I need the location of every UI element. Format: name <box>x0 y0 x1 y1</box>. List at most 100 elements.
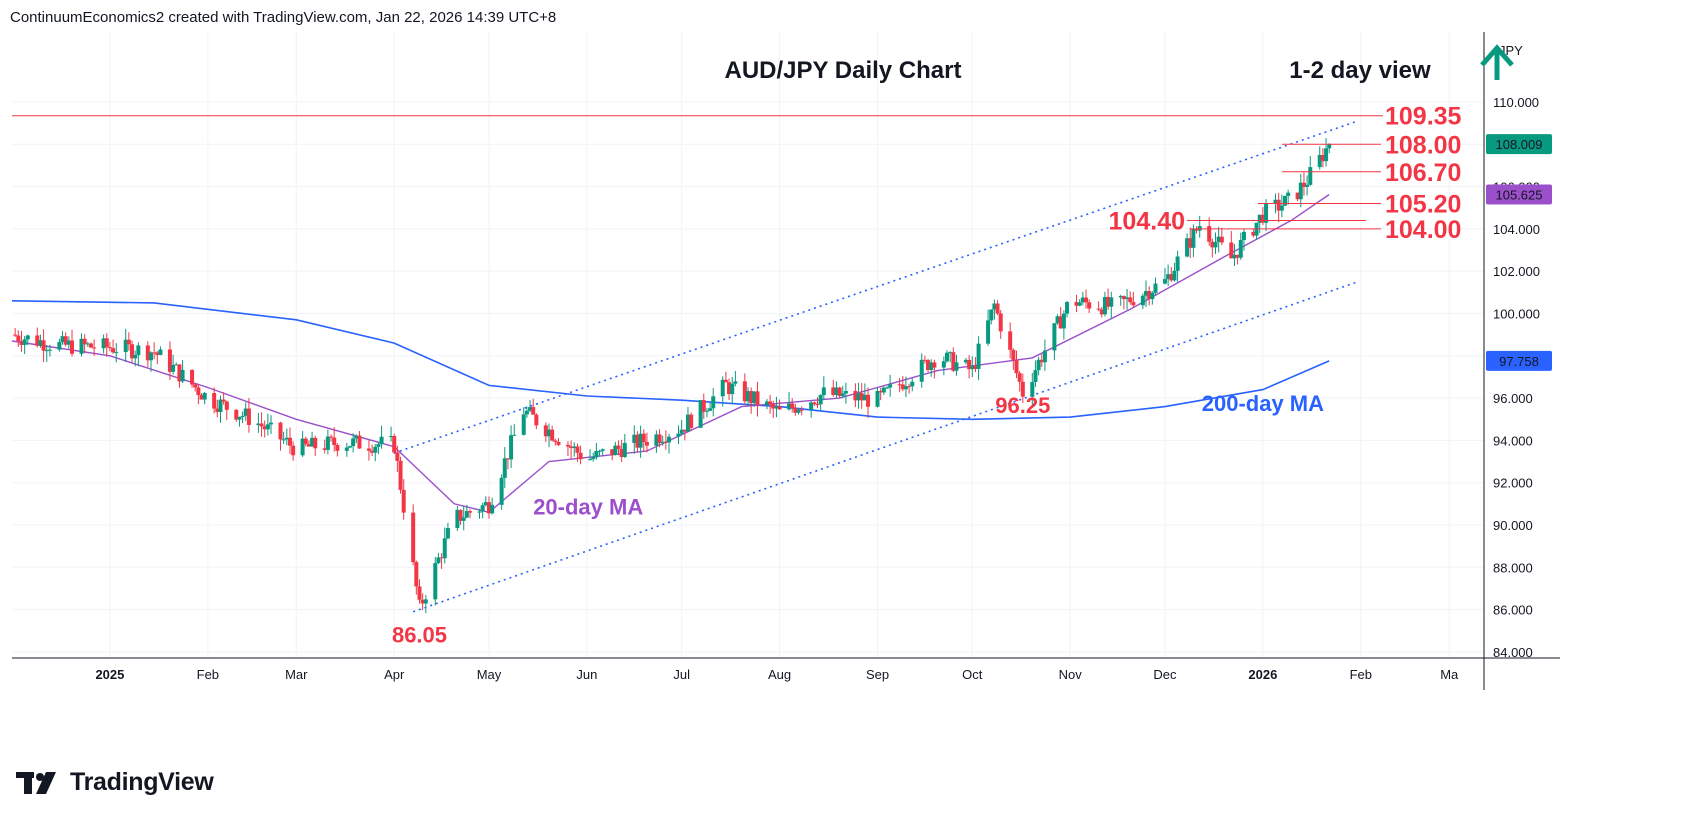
candle-down <box>370 450 375 453</box>
candle-down <box>398 460 403 490</box>
ma200-line <box>11 300 1330 421</box>
candle-up <box>379 436 384 445</box>
candle-down <box>401 489 406 513</box>
candle-up <box>114 352 119 354</box>
candle-down <box>878 391 883 393</box>
candle-down <box>610 449 615 456</box>
candle-up <box>752 391 757 404</box>
candle-up <box>174 364 179 366</box>
candle-down <box>1188 238 1193 248</box>
ma20-line <box>11 193 1330 514</box>
channel-lower-line <box>412 281 1358 613</box>
candle-up <box>136 345 141 356</box>
candle-down <box>1276 199 1281 211</box>
annotation-label: 200-day MA <box>1202 391 1324 416</box>
candle-up <box>22 339 27 345</box>
candle-down <box>1229 242 1234 259</box>
y-tick-label: 110.000 <box>1493 95 1539 110</box>
candle-up <box>433 563 438 600</box>
candle-down <box>531 407 536 415</box>
candle-up <box>347 446 352 448</box>
candle-up <box>483 502 488 506</box>
candle-up <box>1036 359 1041 371</box>
y-tick-label: 88.000 <box>1493 560 1533 575</box>
x-tick-label: Ma <box>1440 667 1459 682</box>
candle-down <box>723 379 728 383</box>
candle-down <box>777 406 782 410</box>
candle-up <box>85 343 90 345</box>
candle-down <box>215 408 220 412</box>
candle-up <box>47 349 52 351</box>
candle-down <box>468 511 473 513</box>
candle-down <box>130 344 135 359</box>
candle-down <box>35 335 40 346</box>
candle-up <box>875 391 880 407</box>
candle-down <box>92 347 97 349</box>
candle-down <box>812 402 817 405</box>
x-tick-label: Sep <box>866 667 889 682</box>
candle-down <box>287 437 292 446</box>
candle-down <box>1058 316 1063 329</box>
candle-down <box>550 429 555 441</box>
candle-up <box>632 434 637 443</box>
x-tick-label: May <box>477 667 502 682</box>
candle-down <box>1011 349 1016 360</box>
candle-down <box>1014 359 1019 374</box>
candle-up <box>1324 148 1329 162</box>
tradingview-logo-icon <box>16 771 56 794</box>
candle-down <box>1083 297 1088 303</box>
candle-down <box>303 438 308 445</box>
candle-down <box>82 338 87 345</box>
candle-up <box>884 387 889 389</box>
candle-up <box>123 339 128 353</box>
candle-down <box>1099 309 1104 315</box>
candle-up <box>796 409 801 413</box>
annotation-label: 86.05 <box>392 623 447 648</box>
candle-up <box>1065 302 1070 314</box>
candle-down <box>900 384 905 390</box>
x-tick-label: Jun <box>576 667 597 682</box>
x-tick-label: Aug <box>768 667 791 682</box>
candle-down <box>221 399 226 402</box>
y-tick-label: 102.000 <box>1493 264 1540 279</box>
candle-up <box>572 446 577 449</box>
candle-down <box>1301 182 1306 187</box>
candle-up <box>1282 195 1287 206</box>
candle-down <box>1017 373 1022 382</box>
candle-up <box>963 359 968 363</box>
candle-down <box>70 340 75 354</box>
candle-down <box>1251 231 1256 236</box>
candle-down <box>88 343 93 348</box>
candle-up <box>941 361 946 368</box>
x-tick-label: Apr <box>384 667 405 682</box>
candle-up <box>57 342 62 350</box>
candle-up <box>269 422 274 425</box>
candle-down <box>357 435 362 449</box>
candle-up <box>840 393 845 397</box>
candle-up <box>704 410 709 412</box>
candle-down <box>1260 214 1265 223</box>
x-tick-label: Jul <box>673 667 690 682</box>
candle-up <box>1162 279 1167 284</box>
candle-up <box>477 511 482 513</box>
candle-up <box>354 435 359 439</box>
candle-up <box>1232 254 1237 259</box>
candle-down <box>107 347 112 349</box>
candle-down <box>619 448 624 458</box>
y-tick-label: 90.000 <box>1493 518 1533 533</box>
candle-up <box>1118 296 1123 298</box>
candle-down <box>790 403 795 409</box>
candle-down <box>329 436 334 438</box>
candle-up <box>1172 270 1177 281</box>
candle-up <box>1257 214 1262 223</box>
candle-down <box>1096 308 1101 310</box>
price-badge <box>1486 134 1552 155</box>
tradingview-brand: TradingView <box>70 768 214 796</box>
tradingview-logo[interactable]: TradingView <box>16 768 214 797</box>
candle-down <box>199 395 204 400</box>
channel-upper-line <box>393 120 1358 454</box>
candle-up <box>948 352 953 354</box>
candle-up <box>25 335 30 340</box>
candle-up <box>509 435 514 460</box>
